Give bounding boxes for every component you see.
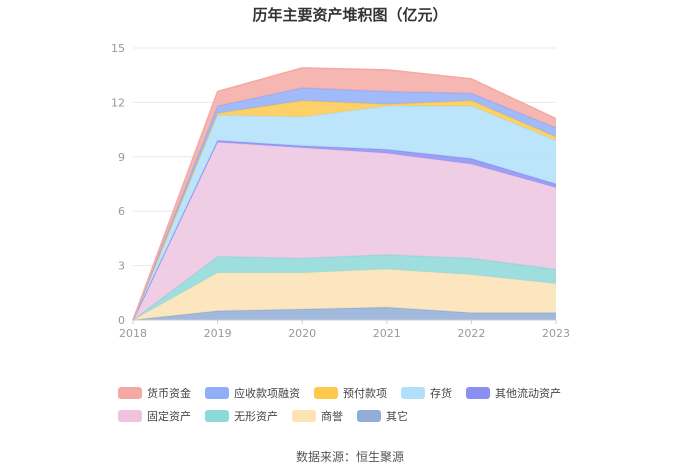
chart-title: 历年主要资产堆积图（亿元） xyxy=(252,6,448,24)
legend-swatch xyxy=(118,410,142,422)
legend-label: 无形资产 xyxy=(234,410,278,423)
legend-swatch xyxy=(357,410,381,422)
x-tick-label: 2018 xyxy=(119,327,147,340)
area-series-预付款项 xyxy=(133,100,556,320)
x-tick-label: 2023 xyxy=(542,327,570,340)
legend-label: 其他流动资产 xyxy=(495,387,561,400)
legend-label: 应收款项融资 xyxy=(234,387,300,400)
area-edge-无形资产 xyxy=(132,253,557,321)
y-tick-label: 0 xyxy=(118,314,125,327)
legend-item[interactable]: 无形资产 xyxy=(205,409,278,423)
x-tick-label: 2021 xyxy=(373,327,401,340)
legend: 货币资金 应收款项融资 预付款项 存货 其他流动资产固定资产 无形资产 商誉 其它 xyxy=(118,386,588,423)
legend-label: 固定资产 xyxy=(147,410,191,423)
y-tick-label: 12 xyxy=(111,96,125,109)
legend-item[interactable]: 货币资金 xyxy=(118,386,191,400)
y-tick-label: 6 xyxy=(118,205,125,218)
legend-item[interactable]: 商誉 xyxy=(292,409,343,423)
legend-label: 预付款项 xyxy=(343,387,387,400)
area-series-商誉 xyxy=(133,269,556,320)
legend-swatch xyxy=(314,387,338,399)
legend-label: 其它 xyxy=(386,410,408,423)
legend-label: 商誉 xyxy=(321,410,343,423)
y-tick-label: 3 xyxy=(118,260,125,273)
legend-item[interactable]: 其他流动资产 xyxy=(466,386,561,400)
x-tick-label: 2020 xyxy=(288,327,316,340)
legend-item[interactable]: 存货 xyxy=(401,386,452,400)
area-series-存货 xyxy=(133,106,556,320)
data-source: 数据来源：恒生聚源 xyxy=(295,450,404,464)
legend-label: 存货 xyxy=(430,387,452,400)
legend-swatch xyxy=(118,387,142,399)
legend-item[interactable]: 固定资产 xyxy=(118,409,191,423)
area-series-固定资产 xyxy=(133,142,556,320)
y-tick-label: 15 xyxy=(111,42,125,55)
x-tick-label: 2022 xyxy=(457,327,485,340)
legend-item[interactable]: 预付款项 xyxy=(314,386,387,400)
legend-item[interactable]: 其它 xyxy=(357,409,408,423)
legend-swatch xyxy=(292,410,316,422)
legend-swatch xyxy=(205,387,229,399)
legend-item[interactable]: 应收款项融资 xyxy=(205,386,300,400)
x-tick-label: 2019 xyxy=(204,327,232,340)
legend-label: 货币资金 xyxy=(147,387,191,400)
area-series-无形资产 xyxy=(133,254,556,320)
legend-swatch xyxy=(205,410,229,422)
legend-swatch xyxy=(466,387,490,399)
y-tick-label: 9 xyxy=(118,151,125,164)
legend-swatch xyxy=(401,387,425,399)
area-edge-货币资金 xyxy=(132,67,557,321)
